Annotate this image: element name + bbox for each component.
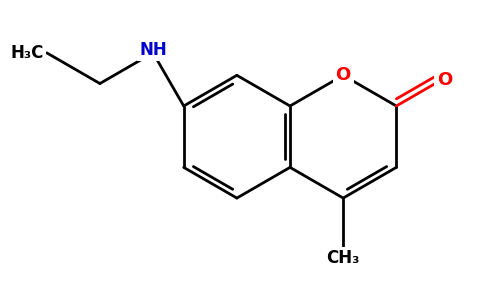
Text: O: O xyxy=(335,66,351,84)
Text: CH₃: CH₃ xyxy=(327,249,360,267)
Text: NH: NH xyxy=(139,41,167,59)
Text: O: O xyxy=(437,71,452,89)
Text: H₃C: H₃C xyxy=(11,44,44,62)
